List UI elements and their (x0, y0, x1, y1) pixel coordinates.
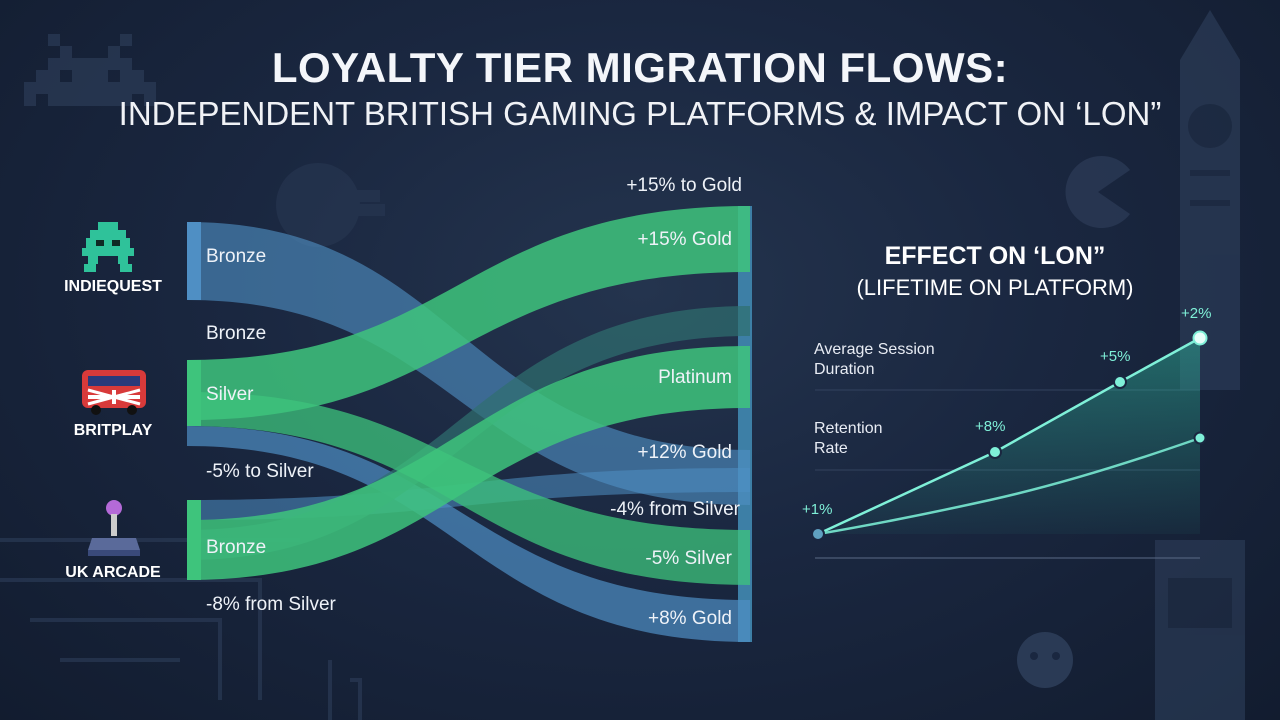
target-label-plus15-gold: +15% Gold (637, 229, 732, 250)
platform-name-britplay: BRITPLAY (73, 422, 153, 439)
pacman-decoration (1065, 156, 1130, 228)
session-area (818, 338, 1200, 534)
arcade-cabinet-decoration (1155, 540, 1245, 720)
space-invader-decoration (24, 34, 156, 106)
platform-name-indiequest: INDIEQUEST (64, 278, 162, 295)
source-label-bronze-1: Bronze (206, 246, 267, 267)
session-point-3 (1113, 375, 1127, 389)
session-line (817, 336, 1201, 536)
effect-subtitle: (LIFETIME ON PLATFORM) (856, 275, 1134, 300)
page-title: LOYALTY TIER MIGRATION FLOWS: (271, 44, 1009, 91)
source-label-bronze-2: Bronze (206, 323, 267, 344)
target-label-plus12-gold: +12% Gold (637, 442, 732, 463)
flow-bronze3-to-platinum (187, 346, 750, 580)
joystick-icon (88, 498, 140, 563)
source-label-minus5-to-silver: -5% to Silver (206, 461, 314, 482)
point-label-plus2: +2% (1181, 305, 1212, 322)
source-node-bronze-3 (187, 500, 201, 580)
session-point-2 (988, 445, 1002, 459)
source-node-bronze-1 (187, 222, 201, 300)
retention-point-end (1193, 431, 1207, 445)
target-label-minus5-silver: -5% Silver (645, 548, 732, 569)
source-label-silver: Silver (206, 384, 254, 405)
point-label-plus5: +5% (1100, 348, 1131, 365)
space-invader-icon (82, 222, 134, 277)
platform-name-uk-arcade: UK ARCADE (65, 564, 161, 581)
target-label-plus15-to-gold: +15% to Gold (626, 175, 742, 196)
flow-silver-to-gold8 (187, 426, 750, 642)
union-jack-bus-icon (80, 368, 148, 421)
page-subtitle: INDEPENDENT BRITISH GAMING PLATFORMS & I… (118, 95, 1162, 132)
pixel-planet-decoration (276, 163, 385, 247)
point-label-plus8: +8% (975, 418, 1006, 435)
series-label-retention: Retention Rate (814, 420, 883, 457)
source-label-bronze-3: Bronze (206, 537, 267, 558)
source-label-minus8-from-silver: -8% from Silver (206, 594, 336, 615)
target-label-minus4-from-silver: -4% from Silver (610, 499, 740, 520)
point-label-plus1: +1% (802, 501, 833, 518)
source-node-silver (187, 360, 201, 426)
retention-line (817, 436, 1201, 536)
session-point-1 (811, 527, 825, 541)
big-ben-decoration (1180, 10, 1240, 390)
session-point-4 (1192, 330, 1208, 346)
effect-title: EFFECT ON ‘LON” (884, 242, 1106, 270)
flow-bronze1-to-gold12 (187, 222, 750, 505)
series-label-session: Average Session Duration (814, 341, 935, 378)
flow-silver-to-gold15 (187, 206, 750, 420)
target-label-platinum: Platinum (658, 367, 732, 388)
ghost-decoration (1017, 632, 1073, 688)
target-label-plus8-gold: +8% Gold (648, 608, 732, 629)
